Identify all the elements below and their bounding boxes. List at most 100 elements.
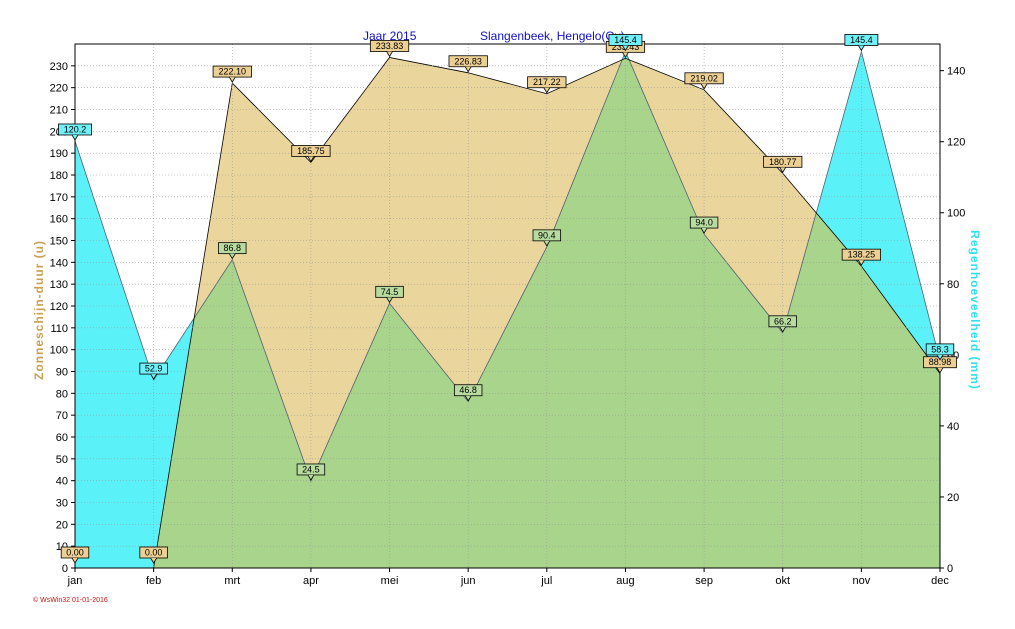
sunshine-value-label-pointer xyxy=(858,259,865,266)
sunshine-value-label-text: 217.22 xyxy=(533,77,561,87)
y-right-tick-label: 100 xyxy=(947,208,965,220)
y-axis-right-title: Regenhoeveelheid (mm) xyxy=(968,230,982,390)
y-left-tick-label: 120 xyxy=(50,301,68,313)
data-labels-layer: 0.000.00222.10185.75233.83226.83217.2223… xyxy=(58,34,957,564)
sunshine-value-label-pointer xyxy=(386,51,393,58)
rain-value-label: 24.5 xyxy=(296,463,326,481)
rain-value-label-pointer xyxy=(386,297,393,304)
sunshine-value-label-text: 138.25 xyxy=(848,250,876,260)
y-left-tick-label: 100 xyxy=(50,345,68,357)
sunshine-value-label-pointer xyxy=(307,156,315,163)
sunshine-value-label: 0.00 xyxy=(60,546,90,564)
rain-value-label-pointer xyxy=(307,474,315,481)
rain-value-label-pointer xyxy=(622,45,629,52)
y-right-tick-label: 140 xyxy=(947,66,965,78)
x-tick-label: dec xyxy=(931,575,949,587)
sunshine-value-label-pointer xyxy=(936,367,944,374)
x-tick-label: mei xyxy=(381,575,399,587)
x-tick-label: jan xyxy=(67,575,83,587)
sunshine-line xyxy=(75,57,941,569)
rain-value-label: 145.4 xyxy=(608,34,643,52)
sunshine-value-label-text: 0.00 xyxy=(145,548,163,558)
rain-value-label-text: 52.9 xyxy=(145,364,163,374)
rain-value-label-pointer xyxy=(71,134,79,141)
sunshine-value-label-pointer xyxy=(228,76,236,83)
rain-value-label: 74.5 xyxy=(375,285,404,304)
footer-credit: © WsWin32 01-01-2016 xyxy=(33,596,108,604)
y-right-tick-label: 20 xyxy=(947,492,959,504)
y-right-tick-label: 80 xyxy=(947,279,959,291)
rain-value-label: 86.8 xyxy=(218,242,247,260)
y-left-tick-label: 140 xyxy=(50,257,68,269)
x-tick-label: okt xyxy=(775,575,790,587)
rain-value-label: 120.2 xyxy=(58,123,92,141)
rain-value-label-text: 90.4 xyxy=(538,230,556,240)
rain-value-label-text: 58.3 xyxy=(931,344,949,354)
sunshine-value-label-text: 219.02 xyxy=(690,73,718,83)
rain-value-label-text: 94.0 xyxy=(695,218,713,228)
rain-value-label: 66.2 xyxy=(768,315,797,333)
y-right-tick-label: 40 xyxy=(947,421,959,433)
x-tick-label: apr xyxy=(303,575,319,587)
y-left-tick-label: 220 xyxy=(50,83,68,95)
y-left-tick-label: 210 xyxy=(50,105,68,117)
rain-value-label: 58.3 xyxy=(925,343,955,361)
sunshine-value-label-pointer xyxy=(464,66,472,73)
rain-value-label: 46.8 xyxy=(453,384,483,402)
rain-value-label: 94.0 xyxy=(689,216,719,234)
chart-title-year: Jaar 2015 xyxy=(363,29,417,43)
y-left-tick-label: 80 xyxy=(56,388,68,400)
sunshine-value-label-text: 233.83 xyxy=(376,41,404,51)
sunshine-value-label-text: 226.83 xyxy=(454,56,482,66)
y-right-tick-label: 120 xyxy=(947,137,965,149)
sunshine-value-label-pointer xyxy=(150,557,157,564)
sunshine-value-label: 233.83 xyxy=(369,40,410,58)
rain-value-label-pointer xyxy=(464,395,472,402)
sunshine-value-label-text: 0.00 xyxy=(66,548,84,558)
rain-value-label-text: 66.2 xyxy=(774,316,792,326)
y-left-tick-label: 150 xyxy=(50,236,68,248)
y-axis-left-title: Zonneschijn-duur (u) xyxy=(32,240,46,380)
y-left-tick-label: 90 xyxy=(56,367,68,379)
rain-value-label-pointer xyxy=(543,240,551,247)
x-tick-label: jun xyxy=(460,575,476,587)
rain-value-label: 90.4 xyxy=(532,229,562,247)
rain-value-label-pointer xyxy=(228,253,236,260)
sunshine-value-label: 138.25 xyxy=(841,248,881,266)
sunshine-value-label-text: 180.77 xyxy=(769,157,797,167)
y-left-tick-label: 110 xyxy=(50,323,68,335)
y-left-tick-label: 0 xyxy=(62,563,68,575)
sunshine-value-label: 180.77 xyxy=(763,155,803,174)
rain-value-label-text: 145.4 xyxy=(614,35,637,45)
y-left-tick-label: 30 xyxy=(56,498,68,510)
y-right-tick-label: 0 xyxy=(947,563,953,575)
y-left-tick-label: 70 xyxy=(56,410,68,422)
rain-value-label-text: 46.8 xyxy=(459,385,477,395)
sunshine-value-label: 185.75 xyxy=(291,145,331,163)
x-tick-label: sep xyxy=(695,575,713,587)
rain-line xyxy=(74,49,941,483)
y-left-tick-label: 50 xyxy=(56,454,68,466)
x-tick-label: aug xyxy=(616,575,634,587)
y-left-tick-label: 60 xyxy=(56,432,68,444)
rain-value-label: 145.4 xyxy=(844,34,879,52)
sunshine-value-label-pointer xyxy=(543,87,551,94)
sunshine-value-label-text: 185.75 xyxy=(297,146,325,156)
sunshine-value-label-pointer xyxy=(71,557,79,564)
sunshine-value-label-pointer xyxy=(700,83,708,90)
x-tick-label: mrt xyxy=(224,575,240,587)
axes-layer: 0102030405060708090100110120130140150160… xyxy=(50,43,965,587)
rain-value-label-text: 145.4 xyxy=(850,35,873,45)
chart-title-location: Slangenbeek, Hengelo(Ov) xyxy=(480,29,625,43)
y-left-tick-label: 190 xyxy=(50,148,68,160)
y-left-tick-label: 40 xyxy=(56,476,68,488)
x-tick-label: jul xyxy=(540,575,552,587)
y-left-tick-label: 130 xyxy=(50,279,68,291)
x-tick-label: feb xyxy=(146,575,161,587)
rain-value-label-text: 86.8 xyxy=(224,243,242,253)
y-left-tick-label: 20 xyxy=(56,519,68,531)
rain-value-label-pointer xyxy=(700,227,708,234)
sunshine-value-label: 0.00 xyxy=(139,546,168,564)
x-tick-label: nov xyxy=(852,575,870,587)
